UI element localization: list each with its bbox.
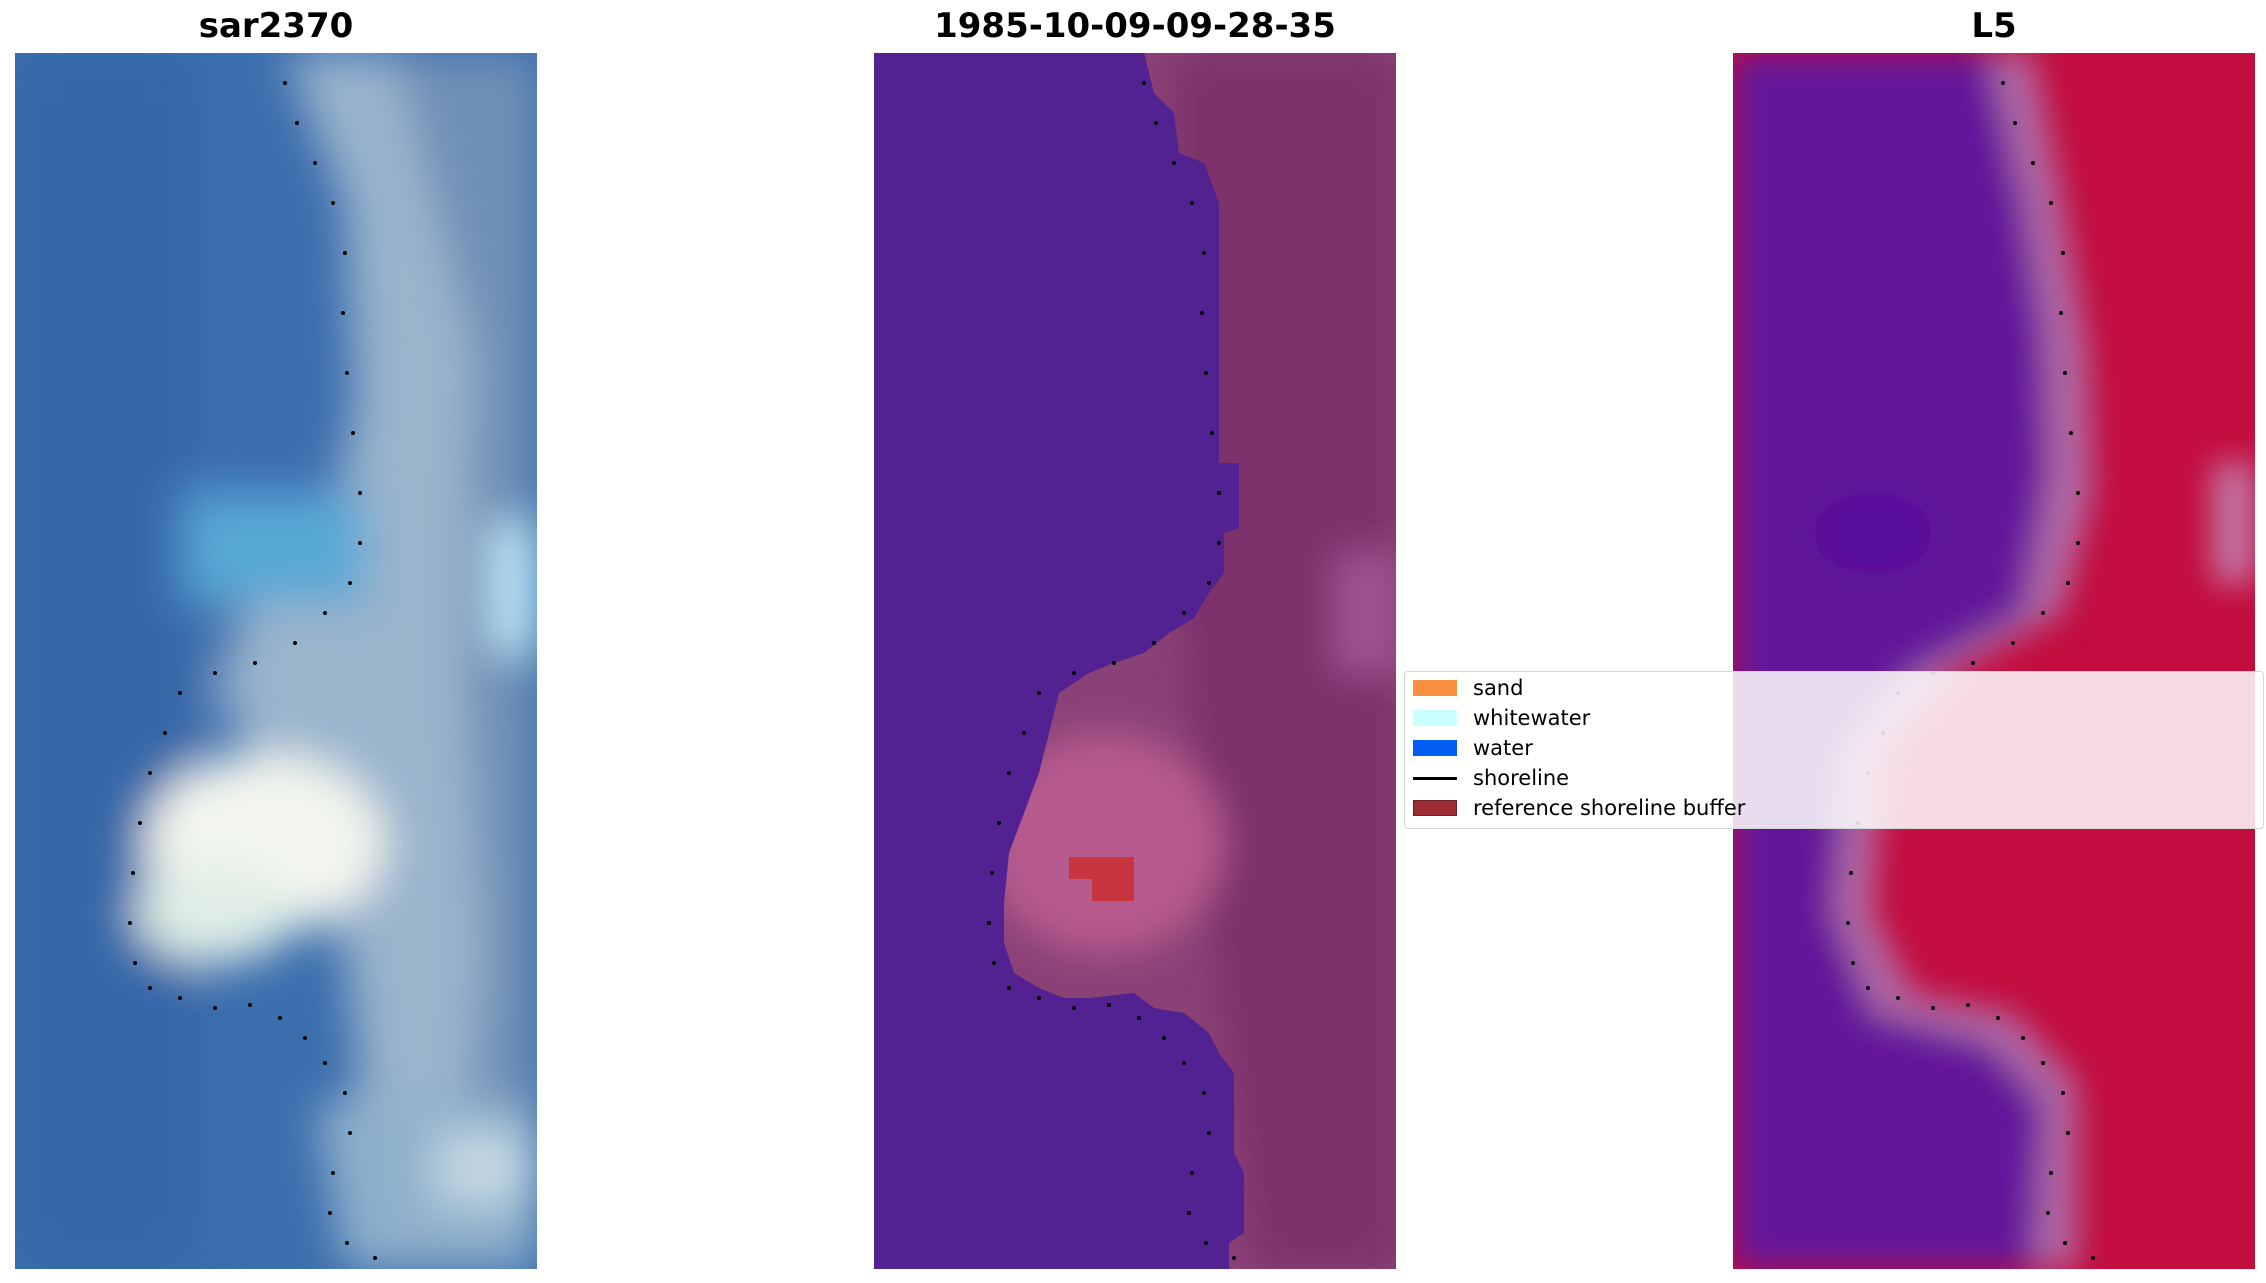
legend-label-water: water	[1473, 736, 1533, 760]
image-panel-index	[1733, 53, 2255, 1269]
legend-item-sand: sand	[1413, 675, 1523, 701]
legend-label-whitewater: whitewater	[1473, 706, 1591, 730]
legend-label-reference-buffer: reference shoreline buffer	[1473, 796, 1746, 820]
rgb-image	[15, 53, 537, 1269]
index-image	[1733, 53, 2255, 1269]
legend-item-whitewater: whitewater	[1413, 705, 1590, 731]
classified-image	[874, 53, 1396, 1269]
panel-title-center: 1985-10-09-09-28-35	[934, 6, 1336, 46]
reference-buffer-swatch	[1413, 800, 1457, 816]
legend-item-water: water	[1413, 735, 1533, 761]
legend-item-reference-buffer: reference shoreline buffer	[1413, 795, 1745, 821]
panel-title-right: L5	[1971, 6, 2017, 46]
legend-label-sand: sand	[1473, 676, 1524, 700]
reference-buffer-patch	[1069, 857, 1134, 901]
image-panel-rgb	[15, 53, 537, 1269]
shoreline-line-icon	[1413, 776, 1457, 780]
shoreline-dots-left	[128, 81, 377, 1260]
legend-label-shoreline: shoreline	[1473, 766, 1570, 790]
panel-title-left: sar2370	[198, 6, 354, 46]
legend-item-shoreline: shoreline	[1413, 765, 1569, 791]
whitewater-swatch	[1413, 710, 1457, 726]
shoreline-dots-center	[987, 81, 1236, 1260]
legend: sand whitewater water shoreline referenc…	[1404, 671, 2264, 829]
water-region	[874, 53, 1244, 1269]
water-swatch	[1413, 740, 1457, 756]
image-panel-classified	[874, 53, 1396, 1269]
sand-swatch	[1413, 680, 1457, 696]
